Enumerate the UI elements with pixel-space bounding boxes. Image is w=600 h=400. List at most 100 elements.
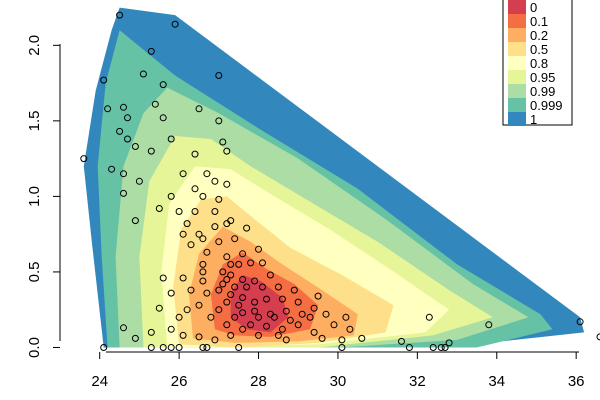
- y-tick-label: 1.5: [26, 110, 43, 131]
- legend-swatch: [508, 70, 526, 84]
- data-point: [231, 313, 239, 321]
- data-point: [294, 298, 302, 306]
- data-point: [398, 337, 405, 345]
- data-point: [120, 103, 127, 111]
- x-tick-label: 28: [250, 373, 267, 390]
- data-point: [437, 344, 445, 351]
- data-point: [235, 344, 243, 351]
- data-point: [195, 230, 203, 238]
- data-point: [290, 286, 298, 294]
- data-point: [255, 245, 262, 253]
- data-point: [223, 147, 231, 155]
- data-point: [108, 165, 116, 173]
- data-point: [215, 286, 223, 294]
- data-point: [135, 177, 143, 185]
- data-point: [199, 260, 207, 268]
- data-point: [191, 208, 199, 215]
- data-point: [147, 47, 155, 55]
- data-point: [223, 298, 231, 306]
- data-point: [211, 208, 219, 215]
- data-point: [227, 271, 235, 279]
- data-point: [219, 280, 227, 288]
- data-point: [199, 192, 207, 200]
- data-point: [215, 306, 223, 314]
- data-point: [171, 20, 179, 28]
- data-point: [179, 230, 187, 238]
- data-point: [338, 336, 346, 344]
- data-point: [203, 248, 211, 256]
- data-point: [227, 260, 235, 268]
- data-point: [441, 344, 449, 351]
- legend-label: 0.8: [530, 56, 548, 71]
- data-point: [100, 344, 108, 351]
- data-point: [239, 309, 247, 317]
- data-point: [167, 192, 175, 200]
- x-tick-label: 26: [171, 373, 188, 390]
- data-point: [139, 70, 147, 78]
- legend-swatch: [508, 98, 526, 112]
- x-tick-label: 36: [568, 373, 585, 390]
- data-point: [239, 325, 247, 333]
- data-point: [131, 143, 139, 150]
- data-point: [203, 289, 211, 297]
- legend-label: 1: [530, 112, 537, 127]
- data-point: [195, 105, 203, 113]
- data-point: [243, 283, 251, 291]
- legend-label: 0: [530, 0, 537, 15]
- data-point: [195, 333, 203, 341]
- data-point: [191, 185, 199, 193]
- y-tick-label: 2.0: [26, 35, 43, 56]
- data-point: [219, 138, 227, 146]
- data-point: [159, 114, 167, 122]
- data-point: [195, 301, 203, 309]
- data-point: [124, 135, 131, 143]
- legend-label: 0.95: [530, 70, 555, 85]
- legend-swatch: [508, 42, 526, 56]
- y-tick-label: 0.0: [26, 337, 43, 358]
- data-point: [346, 325, 354, 333]
- data-point: [175, 208, 183, 215]
- data-point: [179, 331, 187, 339]
- data-point: [239, 276, 247, 283]
- data-point: [405, 344, 413, 351]
- data-point: [278, 325, 286, 333]
- data-point: [274, 331, 282, 339]
- data-point: [215, 72, 223, 79]
- y-tick-label: 1.0: [26, 186, 43, 207]
- data-point: [124, 114, 131, 122]
- data-point: [219, 268, 227, 276]
- data-point: [251, 277, 259, 285]
- legend-label: 0.1: [530, 14, 548, 29]
- data-point: [223, 276, 231, 283]
- data-point: [576, 318, 584, 326]
- data-point: [215, 195, 223, 203]
- data-point: [203, 344, 211, 351]
- legend-swatch: [508, 84, 526, 98]
- data-point: [167, 325, 175, 333]
- data-point: [223, 220, 231, 228]
- legend-swatch: [508, 0, 526, 14]
- data-point: [223, 321, 231, 329]
- data-point: [259, 259, 266, 267]
- axis-ticks: 24 26 28 30 32 34 36 0.0 0.5 1.0 1.5 2.0: [26, 35, 585, 390]
- data-point: [199, 344, 207, 351]
- legend-label: 0.999: [530, 98, 563, 113]
- data-point: [207, 313, 215, 321]
- data-point: [358, 334, 366, 342]
- data-point: [266, 271, 274, 279]
- data-point: [270, 313, 278, 321]
- data-point: [167, 135, 175, 143]
- data-points-layer: [80, 11, 600, 351]
- data-point: [223, 253, 231, 261]
- data-point: [211, 223, 219, 231]
- data-point: [147, 147, 155, 155]
- data-point: [147, 328, 155, 336]
- data-point: [227, 291, 235, 299]
- data-point: [100, 76, 108, 84]
- x-tick-label: 34: [488, 373, 505, 390]
- data-point: [223, 180, 231, 188]
- data-point: [147, 344, 155, 351]
- data-point: [278, 295, 286, 303]
- data-point: [429, 344, 437, 351]
- data-point: [116, 127, 124, 135]
